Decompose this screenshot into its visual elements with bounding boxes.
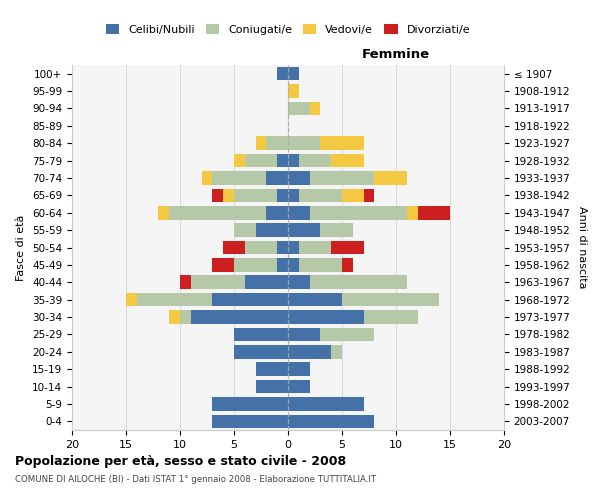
Bar xyxy=(256,136,266,150)
Bar xyxy=(169,310,180,324)
Bar xyxy=(310,171,374,185)
Bar xyxy=(288,136,320,150)
Bar xyxy=(234,328,288,341)
Bar xyxy=(310,102,320,115)
Bar xyxy=(331,154,364,168)
Bar xyxy=(288,414,374,428)
Bar xyxy=(191,276,245,289)
Bar xyxy=(288,154,299,168)
Bar xyxy=(299,154,331,168)
Bar xyxy=(234,345,288,358)
Bar xyxy=(234,258,277,272)
Bar xyxy=(342,293,439,306)
Bar xyxy=(288,345,331,358)
Bar xyxy=(288,310,364,324)
Bar xyxy=(320,328,374,341)
Bar xyxy=(212,188,223,202)
Bar xyxy=(277,188,288,202)
Bar xyxy=(320,224,353,237)
Bar xyxy=(288,102,310,115)
Bar xyxy=(407,206,418,220)
Bar xyxy=(288,188,299,202)
Legend: Celibi/Nubili, Coniugati/e, Vedovi/e, Divorziati/e: Celibi/Nubili, Coniugati/e, Vedovi/e, Di… xyxy=(101,20,475,39)
Bar xyxy=(364,188,374,202)
Bar xyxy=(256,362,288,376)
Bar xyxy=(310,276,407,289)
Bar xyxy=(245,276,288,289)
Bar xyxy=(288,362,310,376)
Bar xyxy=(191,310,288,324)
Bar xyxy=(418,206,450,220)
Bar xyxy=(180,310,191,324)
Bar xyxy=(320,136,364,150)
Bar xyxy=(299,258,342,272)
Bar xyxy=(288,240,299,254)
Bar xyxy=(342,258,353,272)
Bar xyxy=(137,293,212,306)
Bar xyxy=(245,154,277,168)
Bar xyxy=(266,171,288,185)
Bar xyxy=(277,258,288,272)
Bar xyxy=(234,188,277,202)
Bar xyxy=(288,258,299,272)
Y-axis label: Anni di nascita: Anni di nascita xyxy=(577,206,587,289)
Bar xyxy=(223,188,234,202)
Bar xyxy=(288,171,310,185)
Bar xyxy=(288,328,320,341)
Bar xyxy=(288,380,310,394)
Y-axis label: Fasce di età: Fasce di età xyxy=(16,214,26,280)
Bar xyxy=(277,240,288,254)
Bar xyxy=(212,171,266,185)
Bar xyxy=(288,84,299,98)
Text: Femmine: Femmine xyxy=(362,48,430,62)
Bar xyxy=(299,188,342,202)
Bar xyxy=(169,206,266,220)
Bar xyxy=(331,240,364,254)
Bar xyxy=(234,154,245,168)
Bar xyxy=(277,154,288,168)
Bar xyxy=(266,136,288,150)
Bar xyxy=(310,206,407,220)
Bar xyxy=(288,67,299,80)
Bar xyxy=(212,258,234,272)
Bar xyxy=(374,171,407,185)
Bar xyxy=(245,240,277,254)
Bar xyxy=(212,414,288,428)
Bar xyxy=(212,293,288,306)
Text: COMUNE DI AILOCHE (BI) - Dati ISTAT 1° gennaio 2008 - Elaborazione TUTTITALIA.IT: COMUNE DI AILOCHE (BI) - Dati ISTAT 1° g… xyxy=(15,475,376,484)
Bar xyxy=(342,188,364,202)
Text: Popolazione per età, sesso e stato civile - 2008: Popolazione per età, sesso e stato civil… xyxy=(15,455,346,468)
Bar xyxy=(288,276,310,289)
Bar xyxy=(288,224,320,237)
Bar xyxy=(331,345,342,358)
Bar xyxy=(158,206,169,220)
Bar xyxy=(212,397,288,410)
Bar xyxy=(277,67,288,80)
Bar xyxy=(202,171,212,185)
Bar xyxy=(364,310,418,324)
Bar xyxy=(299,240,331,254)
Bar xyxy=(223,240,245,254)
Bar xyxy=(288,397,364,410)
Bar xyxy=(288,293,342,306)
Bar xyxy=(180,276,191,289)
Bar xyxy=(256,224,288,237)
Bar xyxy=(234,224,256,237)
Bar xyxy=(126,293,137,306)
Bar xyxy=(288,206,310,220)
Bar xyxy=(256,380,288,394)
Bar xyxy=(266,206,288,220)
